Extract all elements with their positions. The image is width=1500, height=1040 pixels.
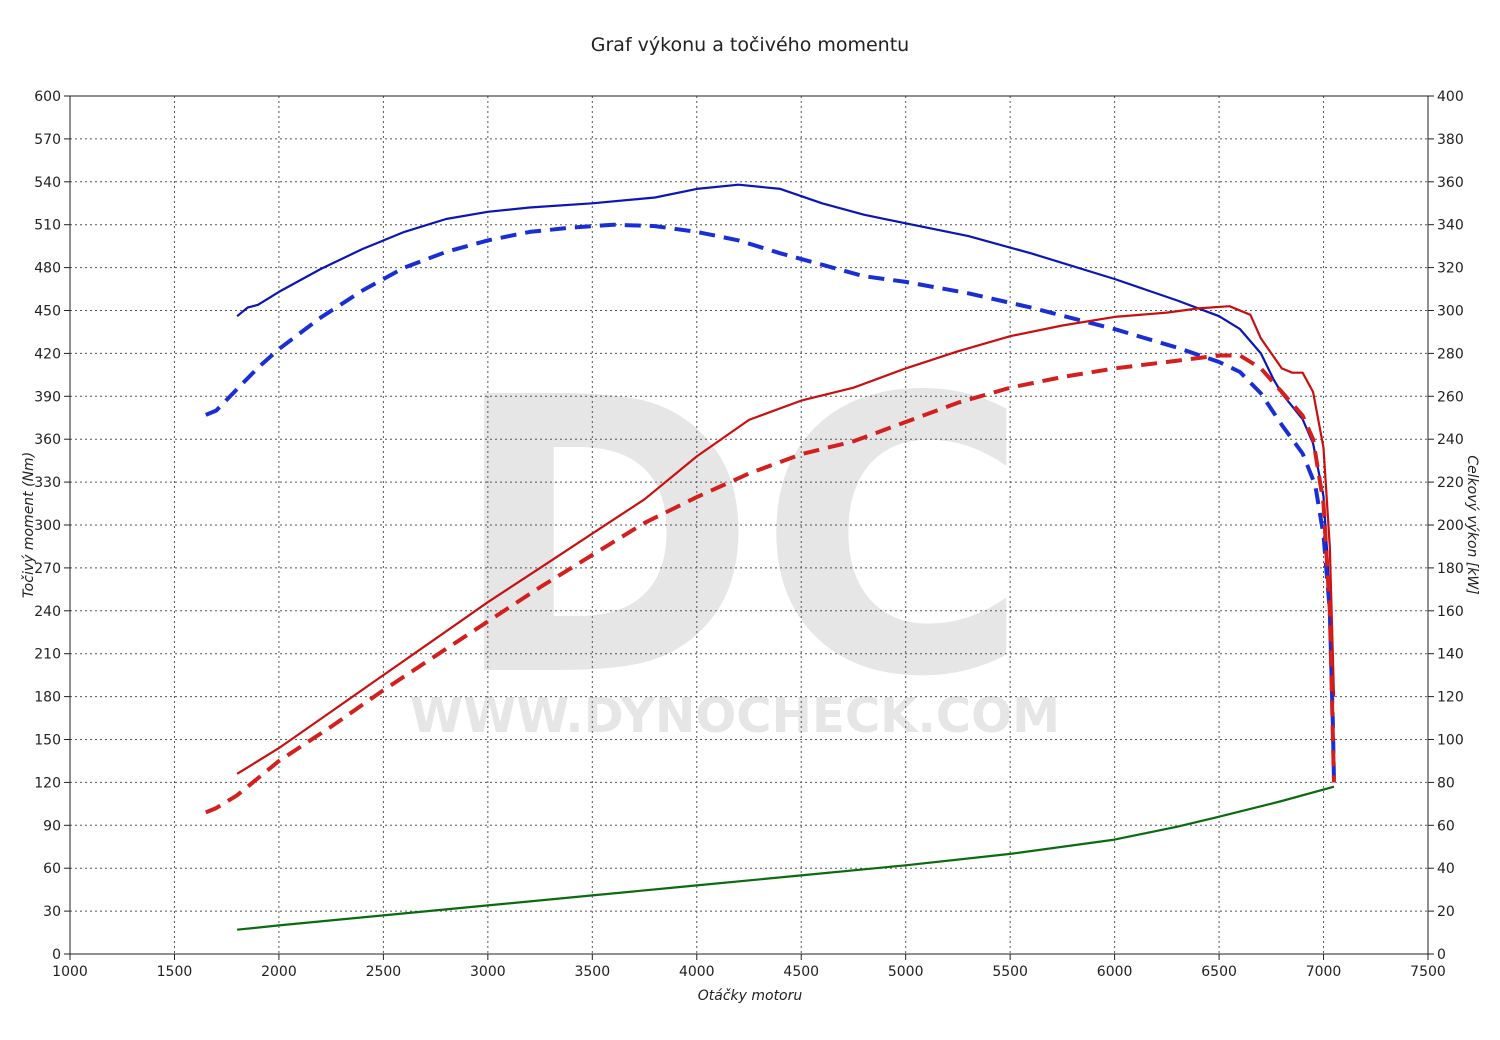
y-right-tick-label: 180 bbox=[1437, 561, 1464, 577]
y-right-tick-label: 40 bbox=[1437, 861, 1455, 877]
y-left-tick-label: 240 bbox=[34, 604, 61, 620]
y-right-tick-label: 320 bbox=[1437, 261, 1464, 277]
x-tick-label: 6000 bbox=[1097, 964, 1133, 980]
y-right-axis-ticks: 0 20 40 60 80 100 120 140 160 180 200 220 240 260 280 3… bbox=[1428, 89, 1464, 963]
y-left-tick-label: 270 bbox=[34, 561, 61, 577]
torque-stock-curve bbox=[205, 222, 1336, 783]
y-right-tick-label: 140 bbox=[1437, 647, 1464, 663]
y-left-tick-label: 360 bbox=[34, 432, 61, 448]
watermark-logo: DC bbox=[450, 317, 1030, 760]
y-left-tick-label: 30 bbox=[43, 904, 61, 920]
y-left-tick-label: 90 bbox=[43, 818, 61, 834]
x-tick-label: 1500 bbox=[157, 964, 193, 980]
x-tick-label: 3000 bbox=[470, 964, 506, 980]
x-tick-label: 2500 bbox=[366, 964, 402, 980]
y-left-tick-label: 540 bbox=[34, 175, 61, 191]
y-left-axis-label: Točivý moment (Nm) bbox=[21, 452, 37, 598]
x-tick-label: 2000 bbox=[261, 964, 297, 980]
x-tick-label: 4500 bbox=[783, 964, 819, 980]
y-right-axis-label: Celkový výkon [kW] bbox=[1464, 455, 1480, 594]
y-right-tick-label: 160 bbox=[1437, 604, 1464, 620]
y-left-tick-label: 180 bbox=[34, 690, 61, 706]
y-left-tick-label: 390 bbox=[34, 389, 61, 405]
y-left-tick-label: 210 bbox=[34, 647, 61, 663]
y-left-tick-label: 150 bbox=[34, 733, 61, 749]
y-right-tick-label: 60 bbox=[1437, 818, 1455, 834]
x-tick-label: 3500 bbox=[574, 964, 610, 980]
power-stock-curve bbox=[205, 353, 1336, 815]
x-tick-label: 7000 bbox=[1306, 964, 1342, 980]
y-right-tick-label: 80 bbox=[1437, 775, 1455, 791]
y-left-tick-label: 450 bbox=[34, 304, 61, 320]
y-right-tick-label: 300 bbox=[1437, 304, 1464, 320]
y-right-tick-label: 340 bbox=[1437, 218, 1464, 234]
y-left-tick-label: 510 bbox=[34, 218, 61, 234]
watermark-url: WWW.DYNOCHECK.COM bbox=[410, 688, 1060, 744]
curves bbox=[205, 183, 1336, 931]
x-axis-ticks: 1000 1500 2000 2500 3000 3500 4000 4500 5000 5500… bbox=[52, 954, 1446, 980]
y-right-tick-label: 200 bbox=[1437, 518, 1464, 534]
y-right-tick-label: 240 bbox=[1437, 432, 1464, 448]
x-tick-label: 5500 bbox=[992, 964, 1028, 980]
y-left-tick-label: 300 bbox=[34, 518, 61, 534]
x-tick-label: 1000 bbox=[52, 964, 88, 980]
y-right-tick-label: 280 bbox=[1437, 346, 1464, 362]
y-left-tick-label: 120 bbox=[34, 775, 61, 791]
y-right-tick-label: 380 bbox=[1437, 132, 1464, 148]
y-right-tick-label: 0 bbox=[1437, 947, 1446, 963]
grid bbox=[70, 96, 1428, 954]
x-tick-label: 6500 bbox=[1201, 964, 1237, 980]
x-tick-label: 5000 bbox=[888, 964, 924, 980]
y-right-tick-label: 260 bbox=[1437, 389, 1464, 405]
y-left-tick-label: 420 bbox=[34, 346, 61, 362]
x-axis-label: Otáčky motoru bbox=[698, 988, 803, 1004]
x-tick-label: 4000 bbox=[679, 964, 715, 980]
chart-title: Graf výkonu a točivého momentu bbox=[591, 34, 909, 56]
x-tick-label: 7500 bbox=[1410, 964, 1446, 980]
y-left-tick-label: 600 bbox=[34, 89, 61, 105]
y-right-tick-label: 100 bbox=[1437, 733, 1464, 749]
y-left-tick-label: 480 bbox=[34, 261, 61, 277]
y-left-axis-ticks: 0 30 60 90 120 150 180 210 240 270 300 330 360 390 420… bbox=[34, 89, 70, 963]
y-right-tick-label: 20 bbox=[1437, 904, 1455, 920]
y-right-tick-label: 400 bbox=[1437, 89, 1464, 105]
torque-tuned-curve bbox=[236, 183, 1336, 769]
y-left-tick-label: 330 bbox=[34, 475, 61, 491]
power-tuned-curve bbox=[236, 305, 1336, 775]
y-left-tick-label: 60 bbox=[43, 861, 61, 877]
y-right-tick-label: 220 bbox=[1437, 475, 1464, 491]
y-right-tick-label: 360 bbox=[1437, 175, 1464, 191]
y-right-tick-label: 120 bbox=[1437, 690, 1464, 706]
watermark: DC WWW.DYNOCHECK.COM bbox=[410, 317, 1060, 760]
loss-curve bbox=[236, 785, 1335, 931]
y-left-tick-label: 570 bbox=[34, 132, 61, 148]
y-left-tick-label: 0 bbox=[52, 947, 61, 963]
